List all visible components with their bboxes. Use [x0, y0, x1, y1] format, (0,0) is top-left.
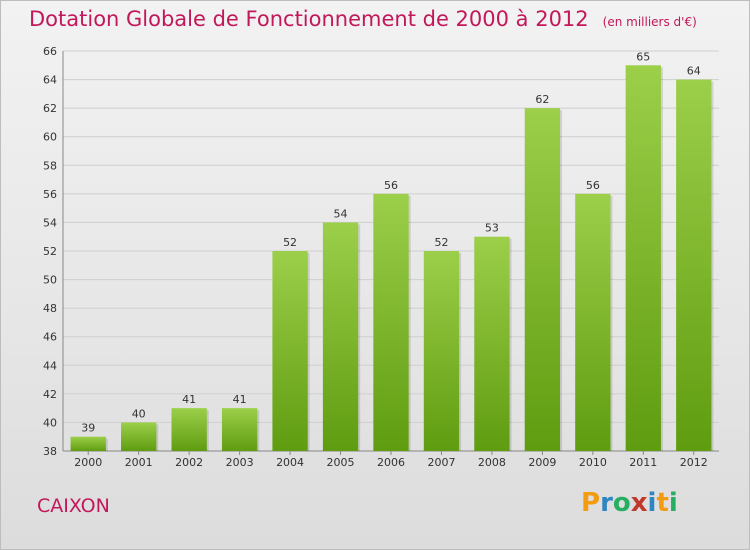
bar — [423, 251, 460, 451]
y-tick-label: 64 — [43, 74, 57, 87]
bar — [322, 222, 359, 451]
logo-letter: P — [581, 488, 601, 518]
commune-name: CAIXON — [37, 495, 110, 517]
y-tick-label: 50 — [43, 274, 57, 287]
x-tick-label: 2004 — [276, 456, 304, 469]
y-tick-label: 44 — [43, 359, 57, 372]
bar — [676, 79, 712, 452]
y-tick-label: 40 — [43, 416, 57, 429]
x-tick-label: 2002 — [175, 456, 203, 469]
bar-value-label: 53 — [485, 222, 499, 235]
logo-letter: o — [612, 488, 631, 518]
y-tick-label: 54 — [43, 216, 57, 229]
x-tick-label: 2009 — [528, 456, 556, 469]
bar — [221, 408, 258, 451]
x-tick-label: 2000 — [74, 456, 102, 469]
y-tick-label: 56 — [43, 188, 57, 201]
bar-value-label: 52 — [283, 236, 297, 249]
bar — [373, 193, 409, 451]
logo-letter: i — [668, 488, 678, 518]
bar-value-label: 56 — [586, 179, 600, 192]
y-tick-label: 38 — [43, 445, 57, 458]
x-tick-label: 2012 — [680, 456, 708, 469]
bar — [272, 251, 308, 451]
bar-value-label: 39 — [81, 422, 95, 435]
bar-value-label: 65 — [636, 50, 650, 63]
bar-value-label: 41 — [233, 393, 247, 406]
chart-subtitle: (en milliers d'€) — [602, 15, 697, 29]
bar-value-label: 52 — [434, 236, 448, 249]
logo-letter: t — [656, 488, 669, 518]
bar-value-label: 54 — [334, 207, 348, 220]
logo-letter: r — [600, 488, 613, 518]
x-tick-label: 2007 — [427, 456, 455, 469]
bar-value-label: 64 — [687, 65, 701, 78]
chart-title: Dotation Globale de Fonctionnement de 20… — [29, 7, 697, 31]
x-tick-label: 2008 — [478, 456, 506, 469]
bar-value-label: 40 — [132, 407, 146, 420]
bar — [121, 422, 157, 451]
x-tick-label: 2010 — [579, 456, 607, 469]
bar — [575, 193, 611, 451]
y-tick-label: 62 — [43, 102, 57, 115]
bar — [524, 108, 561, 452]
bar-value-label: 41 — [182, 393, 196, 406]
x-tick-label: 2011 — [629, 456, 657, 469]
y-tick-label: 52 — [43, 245, 57, 258]
bar — [625, 65, 661, 452]
y-tick-label: 42 — [43, 388, 57, 401]
bar — [171, 408, 207, 451]
proxiti-logo[interactable]: Proxiti — [581, 488, 678, 518]
y-tick-label: 46 — [43, 331, 57, 344]
logo-letter: x — [630, 488, 648, 518]
x-tick-label: 2001 — [125, 456, 153, 469]
chart-title-text: Dotation Globale de Fonctionnement de 20… — [29, 7, 589, 31]
y-tick-label: 58 — [43, 159, 57, 172]
bar-value-label: 56 — [384, 179, 398, 192]
y-tick-label: 66 — [43, 45, 57, 58]
x-tick-label: 2005 — [327, 456, 355, 469]
bar — [70, 436, 106, 451]
y-tick-label: 60 — [43, 131, 57, 144]
bar-value-label: 62 — [535, 93, 549, 106]
logo-letter: i — [647, 488, 657, 518]
y-tick-label: 48 — [43, 302, 57, 315]
x-tick-label: 2003 — [226, 456, 254, 469]
bar — [474, 236, 510, 451]
x-tick-label: 2006 — [377, 456, 405, 469]
